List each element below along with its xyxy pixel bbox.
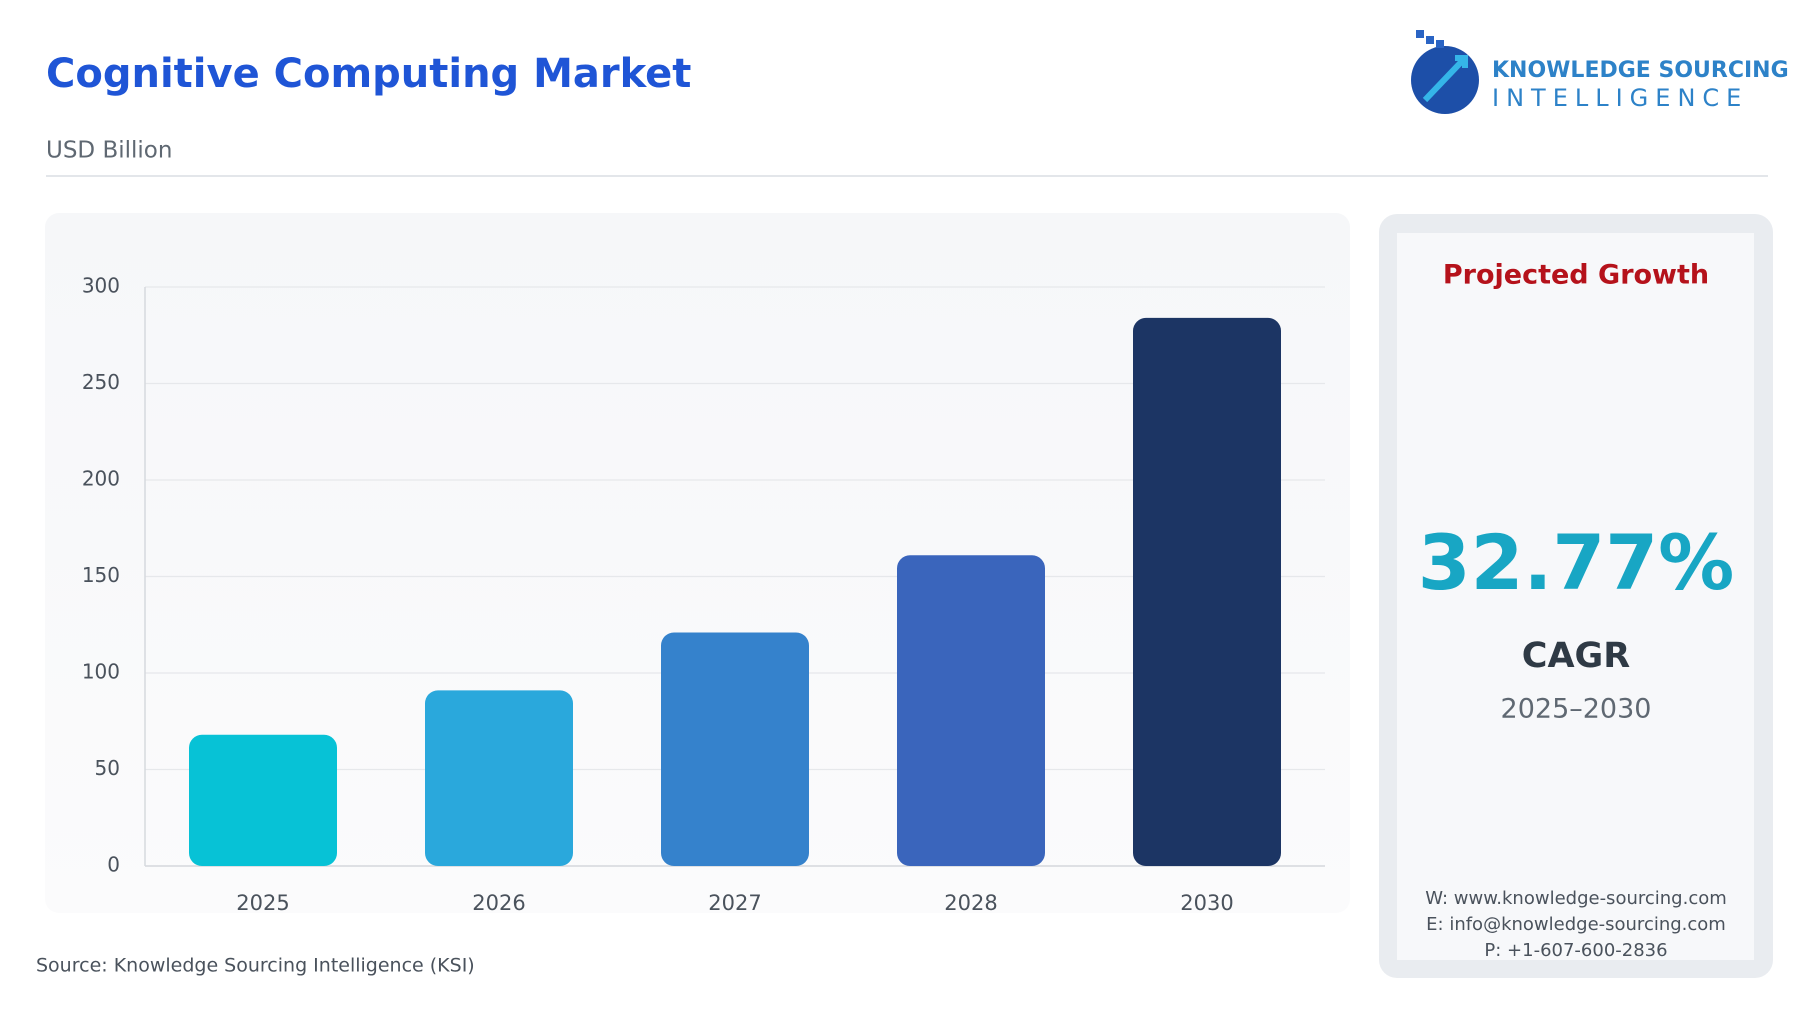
x-tick-label: 2030 [1180,891,1233,915]
contact-line: E: info@knowledge-sourcing.com [1426,914,1726,935]
bar [661,632,809,866]
contact-line: W: www.knowledge-sourcing.com [1425,888,1727,909]
contact-line: P: +1-607-600-2836 [1484,940,1667,961]
x-tick-label: 2025 [236,891,289,915]
y-tick-label: 200 [82,467,120,491]
contacts: W: www.knowledge-sourcing.com E: info@kno… [1425,888,1727,961]
bar [425,690,573,866]
y-tick-label: 0 [107,853,120,877]
bar [1133,317,1281,866]
logo-line1: KNOWLEDGE SOURCING [1492,58,1789,83]
y-tick-label: 150 [82,563,120,587]
logo-line2: INTELLIGENCE [1492,84,1748,112]
cagr-period: 2025–2030 [1501,694,1652,725]
x-tick-label: 2027 [708,891,761,915]
bar [189,734,337,866]
y-tick-label: 300 [82,274,120,298]
cagr-value: 32.77% [1418,518,1735,607]
y-tick-label: 50 [95,756,120,780]
source: Source: Knowledge Sourcing Intelligence … [36,955,475,977]
sidebar-inner [1397,233,1754,960]
logo-square [1416,30,1424,38]
plot: 0 50 100 150 200 250 300 2025 2026 2027 2028 2030 [82,274,1325,915]
x-tick-label: 2028 [944,891,997,915]
sidebar-heading: Projected Growth [1443,260,1709,291]
x-tick-label: 2026 [472,891,525,915]
y-tick-label: 100 [82,660,120,684]
y-tick-label: 250 [82,370,120,394]
subtitle: USD Billion [46,138,172,164]
logo: KNOWLEDGE SOURCING INTELLIGENCE [1411,30,1789,114]
bar [897,555,1045,866]
logo-arrow [1422,55,1468,103]
title: Cognitive Computing Market [46,51,691,97]
cagr-label: CAGR [1522,636,1631,676]
logo-square [1436,40,1444,48]
logo-square [1426,36,1434,44]
